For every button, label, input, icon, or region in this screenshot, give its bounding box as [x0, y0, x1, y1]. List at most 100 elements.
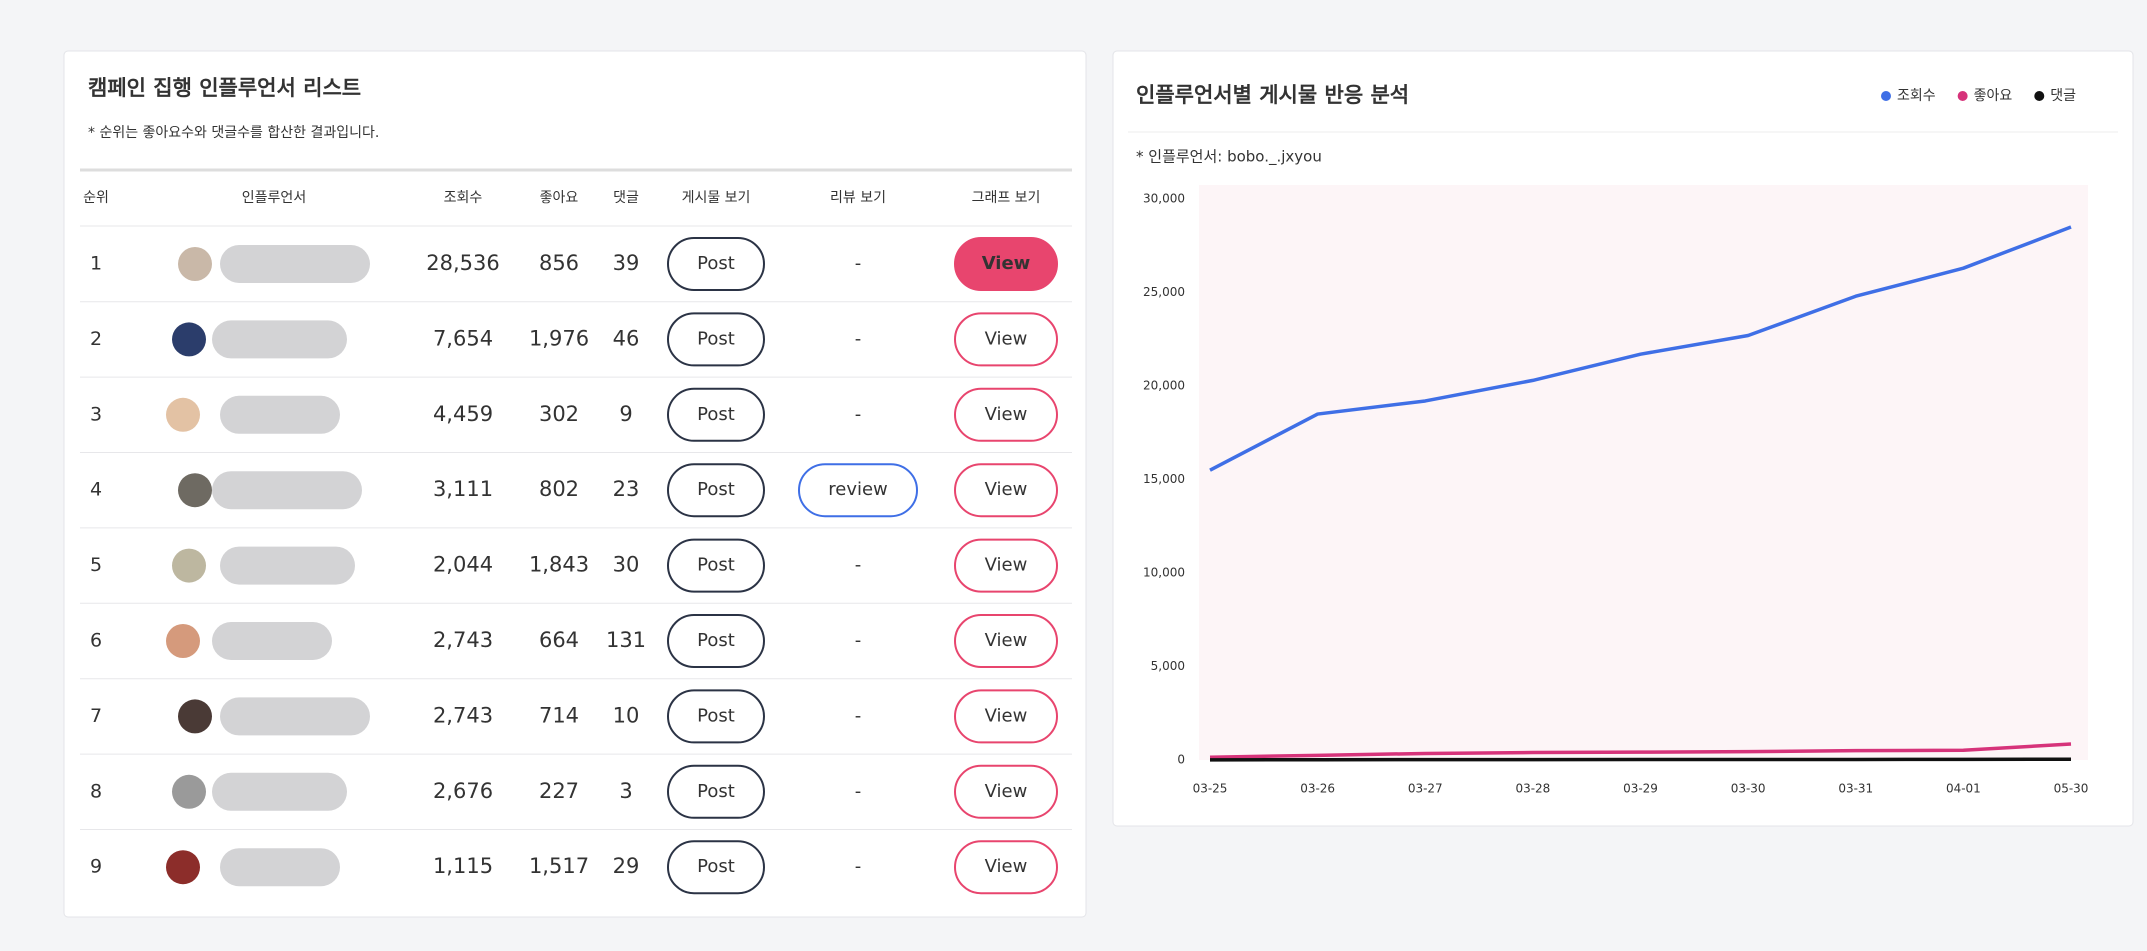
views: 2,044: [433, 553, 493, 577]
avatar: [172, 549, 206, 583]
view-button-label[interactable]: View: [985, 479, 1028, 500]
views: 2,743: [433, 703, 493, 727]
post-button-label[interactable]: Post: [697, 856, 735, 877]
x-tick-label: 03-29: [1623, 782, 1658, 796]
views: 7,654: [433, 326, 493, 350]
name-placeholder: [212, 622, 332, 660]
view-button-label[interactable]: View: [985, 705, 1028, 726]
comments: 29: [613, 854, 640, 878]
review-empty: -: [855, 781, 862, 802]
y-tick-label: 25,000: [1143, 285, 1185, 299]
y-tick-label: 15,000: [1143, 472, 1185, 486]
comments: 3: [619, 779, 632, 803]
view-button-label[interactable]: View: [985, 856, 1028, 877]
avatar: [166, 624, 200, 658]
name-placeholder: [220, 547, 355, 585]
rank: 9: [90, 856, 102, 878]
likes: 664: [539, 628, 579, 652]
rank: 8: [90, 780, 102, 802]
views: 3,111: [433, 477, 493, 501]
avatar: [166, 398, 200, 432]
chart-subtitle: * 인플루언서: bobo._.jxyou: [1136, 148, 1322, 167]
review-empty: -: [855, 630, 862, 651]
y-tick-label: 20,000: [1143, 379, 1185, 393]
x-tick-label: 03-26: [1300, 782, 1335, 796]
likes: 714: [539, 703, 579, 727]
likes: 227: [539, 779, 579, 803]
likes: 302: [539, 402, 579, 426]
y-tick-label: 10,000: [1143, 566, 1185, 580]
post-button-label[interactable]: Post: [697, 404, 735, 425]
legend-label: 조회수: [1897, 88, 1936, 104]
y-tick-label: 0: [1177, 753, 1185, 767]
avatar: [178, 699, 212, 733]
view-button-label[interactable]: View: [985, 404, 1028, 425]
rank: 5: [90, 554, 102, 576]
legend-swatch: [1881, 91, 1891, 101]
view-button-label[interactable]: View: [985, 555, 1028, 576]
column-header: 인플루언서: [242, 190, 306, 206]
post-button-label[interactable]: Post: [697, 253, 735, 274]
rank: 7: [90, 705, 102, 727]
chart-title: 인플루언서별 게시물 반응 분석: [1136, 83, 1409, 107]
x-tick-label: 03-25: [1193, 782, 1228, 796]
avatar: [172, 775, 206, 809]
comments: 9: [619, 402, 632, 426]
post-button-label[interactable]: Post: [697, 630, 735, 651]
comments: 30: [613, 553, 640, 577]
rank: 1: [90, 253, 102, 275]
review-empty: -: [855, 253, 862, 274]
legend-swatch: [1958, 91, 1968, 101]
review-button-label[interactable]: review: [828, 479, 888, 500]
post-button-label[interactable]: Post: [697, 328, 735, 349]
list-title: 캠페인 집행 인플루언서 리스트: [88, 76, 361, 100]
view-button-label[interactable]: View: [982, 253, 1031, 274]
likes: 802: [539, 477, 579, 501]
view-button-label[interactable]: View: [985, 630, 1028, 651]
comments: 10: [613, 703, 640, 727]
likes: 1,976: [529, 326, 589, 350]
column-header: 게시물 보기: [682, 190, 751, 206]
review-empty: -: [855, 705, 862, 726]
list-note: * 순위는 좋아요수와 댓글수를 합산한 결과입니다.: [88, 125, 379, 141]
comments: 39: [613, 251, 640, 275]
legend-label: 좋아요: [1974, 88, 2013, 104]
post-button-label[interactable]: Post: [697, 555, 735, 576]
likes: 856: [539, 251, 579, 275]
name-placeholder: [220, 848, 340, 886]
view-button-label[interactable]: View: [985, 328, 1028, 349]
review-empty: -: [855, 555, 862, 576]
series-line: [1210, 759, 2071, 760]
views: 4,459: [433, 402, 493, 426]
avatar: [172, 322, 206, 356]
comments: 46: [613, 326, 640, 350]
x-tick-label: 03-30: [1731, 782, 1766, 796]
view-button-label[interactable]: View: [985, 781, 1028, 802]
name-placeholder: [220, 697, 370, 735]
column-header: 좋아요: [540, 190, 579, 206]
x-tick-label: 03-27: [1408, 782, 1443, 796]
column-header: 순위: [83, 190, 109, 206]
name-placeholder: [212, 320, 347, 358]
name-placeholder: [220, 245, 370, 283]
review-empty: -: [855, 404, 862, 425]
post-button-label[interactable]: Post: [697, 705, 735, 726]
name-placeholder: [212, 471, 362, 509]
views: 1,115: [433, 854, 493, 878]
x-tick-label: 04-01: [1946, 782, 1981, 796]
avatar: [166, 850, 200, 884]
likes: 1,843: [529, 553, 589, 577]
post-button-label[interactable]: Post: [697, 781, 735, 802]
y-tick-label: 5,000: [1151, 659, 1185, 673]
legend-label: 댓글: [2050, 88, 2076, 104]
views: 2,743: [433, 628, 493, 652]
likes: 1,517: [529, 854, 589, 878]
column-header: 리뷰 보기: [830, 190, 886, 206]
name-placeholder: [220, 396, 340, 434]
avatar: [178, 473, 212, 507]
rank: 2: [90, 328, 102, 350]
views: 28,536: [426, 251, 499, 275]
post-button-label[interactable]: Post: [697, 479, 735, 500]
screen: 캠페인 집행 인플루언서 리스트 * 순위는 좋아요수와 댓글수를 합산한 결과…: [0, 0, 2147, 951]
column-header: 댓글: [613, 190, 639, 206]
